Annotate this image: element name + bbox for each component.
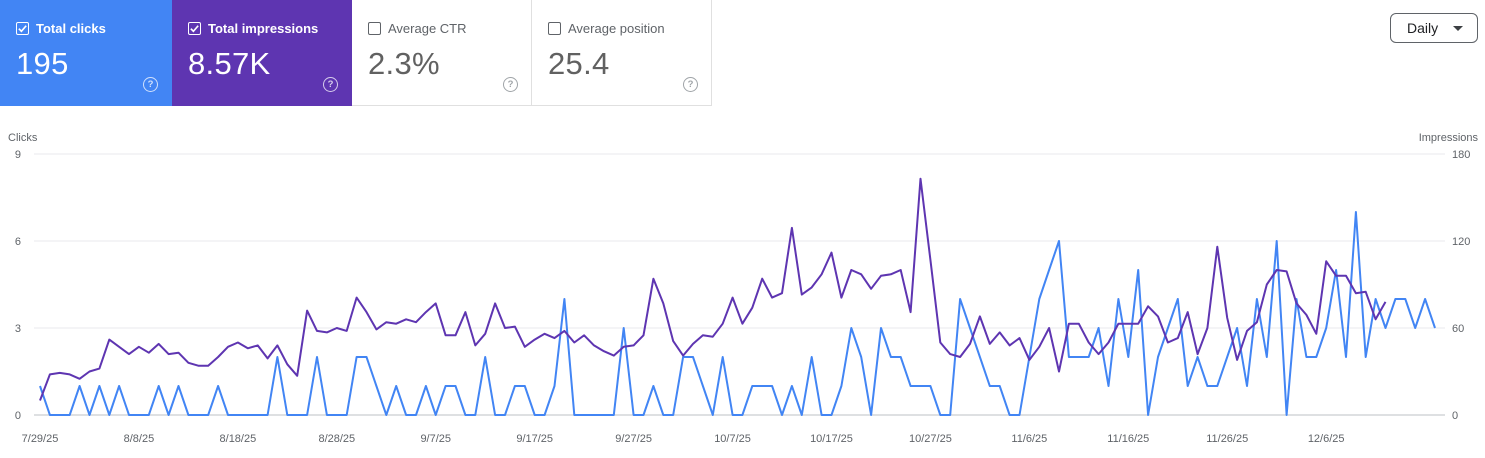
- metric-label: Average position: [568, 21, 665, 36]
- x-tick-label: 9/17/25: [516, 433, 553, 445]
- period-dropdown[interactable]: Daily: [1390, 13, 1478, 43]
- checkbox-unchecked-icon[interactable]: [548, 22, 561, 35]
- x-tick-label: 8/8/25: [124, 433, 155, 445]
- help-icon[interactable]: ?: [143, 77, 158, 92]
- performance-chart: Clicks Impressions 0 3 6 9 0 60 120 180 7/29/25 8/8…: [8, 132, 1479, 445]
- chevron-down-icon: [1453, 26, 1463, 31]
- metric-label: Total clicks: [36, 21, 106, 36]
- y-right-axis-title: Impressions: [1419, 132, 1479, 144]
- metric-card-total-clicks[interactable]: Total clicks 195 ?: [0, 0, 172, 106]
- metric-card-total-impressions[interactable]: Total impressions 8.57K ?: [172, 0, 352, 106]
- help-icon[interactable]: ?: [323, 77, 338, 92]
- x-tick-label: 11/6/25: [1011, 433, 1047, 445]
- y-left-tick-label: 9: [15, 149, 21, 161]
- y-right-tick-label: 60: [1452, 323, 1464, 335]
- metric-value: 195: [16, 46, 69, 81]
- x-tick-label: 9/7/25: [420, 433, 451, 445]
- checkbox-unchecked-icon[interactable]: [368, 22, 381, 35]
- metric-header: Total impressions: [188, 21, 318, 36]
- metric-value: 2.3%: [368, 46, 440, 81]
- metric-header: Average position: [548, 21, 665, 36]
- series-line-clicks: [39, 211, 1436, 416]
- x-tick-label: 11/26/25: [1206, 433, 1248, 445]
- x-tick-label: 11/16/25: [1107, 433, 1149, 445]
- help-icon[interactable]: ?: [503, 77, 518, 92]
- metric-cards: Total clicks 195 ? Total impressions 8.5…: [0, 0, 712, 107]
- metric-value: 8.57K: [188, 46, 271, 81]
- metric-value: 25.4: [548, 46, 610, 81]
- x-tick-label: 10/17/25: [810, 433, 853, 445]
- y-left-tick-label: 0: [15, 410, 21, 422]
- y-left-axis-title: Clicks: [8, 132, 38, 144]
- y-right-tick-label: 120: [1452, 236, 1470, 248]
- metric-label: Average CTR: [388, 21, 467, 36]
- y-left-tick-label: 3: [15, 323, 21, 335]
- series-line-impressions: [39, 177, 1387, 401]
- x-tick-label: 10/7/25: [714, 433, 751, 445]
- metric-label: Total impressions: [208, 21, 319, 36]
- x-tick-label: 7/29/25: [22, 433, 59, 445]
- period-dropdown-value: Daily: [1407, 20, 1439, 36]
- metric-card-average-ctr[interactable]: Average CTR 2.3% ?: [352, 0, 532, 106]
- y-right-tick-label: 0: [1452, 410, 1458, 422]
- metric-card-average-position[interactable]: Average position 25.4 ?: [532, 0, 712, 106]
- metric-header: Average CTR: [368, 21, 467, 36]
- x-tick-label: 10/27/25: [909, 433, 952, 445]
- x-tick-label: 12/6/25: [1308, 433, 1345, 445]
- y-left-tick-label: 6: [15, 236, 21, 248]
- help-icon[interactable]: ?: [683, 77, 698, 92]
- checkbox-checked-icon[interactable]: [188, 22, 201, 35]
- y-right-tick-label: 180: [1452, 149, 1470, 161]
- metric-header: Total clicks: [16, 21, 106, 36]
- x-tick-label: 8/18/25: [220, 433, 257, 445]
- x-tick-label: 9/27/25: [615, 433, 652, 445]
- checkbox-checked-icon[interactable]: [16, 22, 29, 35]
- x-tick-label: 8/28/25: [318, 433, 355, 445]
